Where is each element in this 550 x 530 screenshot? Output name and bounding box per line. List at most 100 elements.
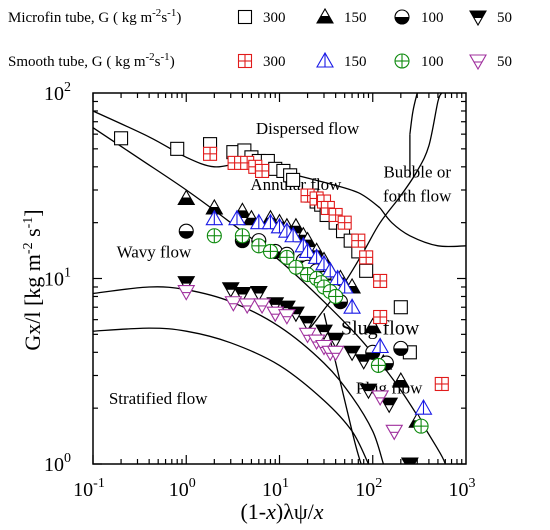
x-axis-label: (1-x)λψ/x [240, 499, 323, 524]
legend-microfin-100-marker [394, 9, 410, 25]
legend-smooth-100-marker [394, 53, 410, 69]
smooth-150-point [205, 209, 224, 226]
region-label: Wavy flow [117, 242, 192, 261]
legend-microfin-150-marker [316, 7, 334, 24]
microfin-50-point [315, 324, 333, 341]
legend-microfin-label: Microfin tube, G ( kg m-2s-1) [8, 7, 181, 26]
microfin-300-point [393, 300, 408, 315]
legend-smooth-150-label: 150 [344, 54, 367, 70]
x-tick-label: 102 [355, 476, 382, 501]
microfin-50-point [354, 354, 373, 370]
legend-microfin-50-label: 50 [497, 10, 512, 26]
legend-smooth-50-marker [469, 54, 487, 71]
smooth-100-point [262, 243, 279, 259]
smooth-300-point [359, 250, 374, 265]
y-tick-label: 101 [44, 266, 71, 291]
legend-microfin-300-marker [237, 9, 253, 25]
smooth-300-point [373, 273, 388, 289]
boundary-annular-bubble [379, 207, 466, 248]
smooth-50-point [238, 298, 257, 315]
smooth-100-point [206, 228, 222, 244]
smooth-100-point [251, 238, 267, 254]
legend-smooth-50-label: 50 [497, 54, 512, 70]
legend-microfin-100-label: 100 [421, 10, 444, 26]
microfin-300-point [114, 131, 129, 146]
microfin-50-point [233, 286, 252, 303]
microfin-50-point [249, 285, 268, 302]
smooth-50-point [277, 309, 296, 325]
boundary-annular-slug-left [307, 93, 443, 332]
x-tick-label: 103 [449, 476, 476, 501]
smooth-300-point [255, 163, 270, 179]
smooth-100-point [328, 288, 344, 305]
microfin-100-point [393, 340, 409, 356]
boundary-wavy-stratified [93, 286, 385, 464]
x-tick-label: 10-1 [73, 476, 105, 501]
smooth-300-point [351, 233, 366, 248]
smooth-150-point [343, 298, 362, 314]
smooth-150-point [414, 399, 433, 415]
smooth-100-point [279, 249, 295, 265]
smooth-300-point [337, 215, 352, 230]
smooth-50-point [385, 424, 404, 441]
smooth-50-point [371, 390, 390, 407]
smooth-150-point [321, 261, 340, 278]
legend-smooth-300-marker [237, 53, 253, 69]
legend-smooth-300-label: 300 [263, 54, 286, 70]
smooth-150-point [307, 248, 326, 264]
smooth-150-point [284, 226, 303, 243]
microfin-150-point [363, 317, 382, 334]
smooth-150-point [261, 213, 280, 230]
microfin-100-point [178, 223, 194, 239]
legend-smooth-label: Smooth tube, G ( kg m-2s-1) [8, 51, 175, 70]
microfin-50-point [380, 397, 399, 414]
legend-smooth-150-marker [316, 51, 334, 68]
smooth-50-point [177, 285, 196, 301]
smooth-150-point [298, 242, 317, 258]
y-tick-label: 102 [44, 80, 71, 105]
microfin-300-point [359, 263, 374, 278]
smooth-150-point [249, 213, 268, 230]
boundary-stratified-lower [93, 327, 370, 464]
region-label: forth flow [383, 187, 452, 206]
smooth-100-point [288, 259, 304, 275]
smooth-100-point [370, 357, 386, 373]
microfin-150-point [177, 189, 196, 206]
x-tick-label: 100 [169, 476, 196, 501]
microfin-50-point [343, 345, 362, 362]
x-tick-label: 101 [262, 476, 289, 501]
smooth-150-point [335, 277, 354, 294]
region-label: Dispersed flow [256, 119, 360, 138]
region-label: Bubble or [383, 163, 451, 182]
region-label: Stratified flow [109, 389, 208, 408]
microfin-300-point [286, 172, 301, 187]
y-tick-label: 100 [44, 451, 71, 476]
smooth-150-point [328, 269, 347, 286]
smooth-300-point [203, 146, 218, 161]
smooth-50-point [326, 345, 345, 362]
smooth-50-point [253, 298, 272, 315]
microfin-50-point [298, 315, 317, 332]
y-axis-label: Gx/l [kg m-2 s-1] [20, 209, 45, 350]
region-label: Slug flow [341, 317, 420, 339]
legend-microfin-150-label: 150 [344, 10, 367, 26]
smooth-100-point [234, 228, 250, 244]
legend-microfin-50-marker [469, 10, 487, 27]
boundary-bubble-top [409, 93, 418, 135]
smooth-50-point [224, 296, 243, 312]
smooth-150-point [228, 209, 246, 226]
smooth-300-point [434, 376, 449, 392]
smooth-150-point [371, 337, 390, 354]
legend-smooth-100-label: 100 [421, 54, 444, 70]
legend-microfin-300-label: 300 [263, 10, 286, 26]
microfin-300-point [170, 141, 185, 156]
legend: Microfin tube, G ( kg m-2s-1) Smooth tub… [8, 7, 512, 71]
microfin-150-point [391, 371, 410, 388]
microfin-50-point [177, 276, 196, 292]
microfin-50-point [221, 282, 240, 298]
smooth-300-point [373, 309, 388, 325]
smooth-100-point [413, 418, 429, 434]
smooth-300-point [227, 155, 242, 170]
microfin-50-point [400, 457, 419, 464]
